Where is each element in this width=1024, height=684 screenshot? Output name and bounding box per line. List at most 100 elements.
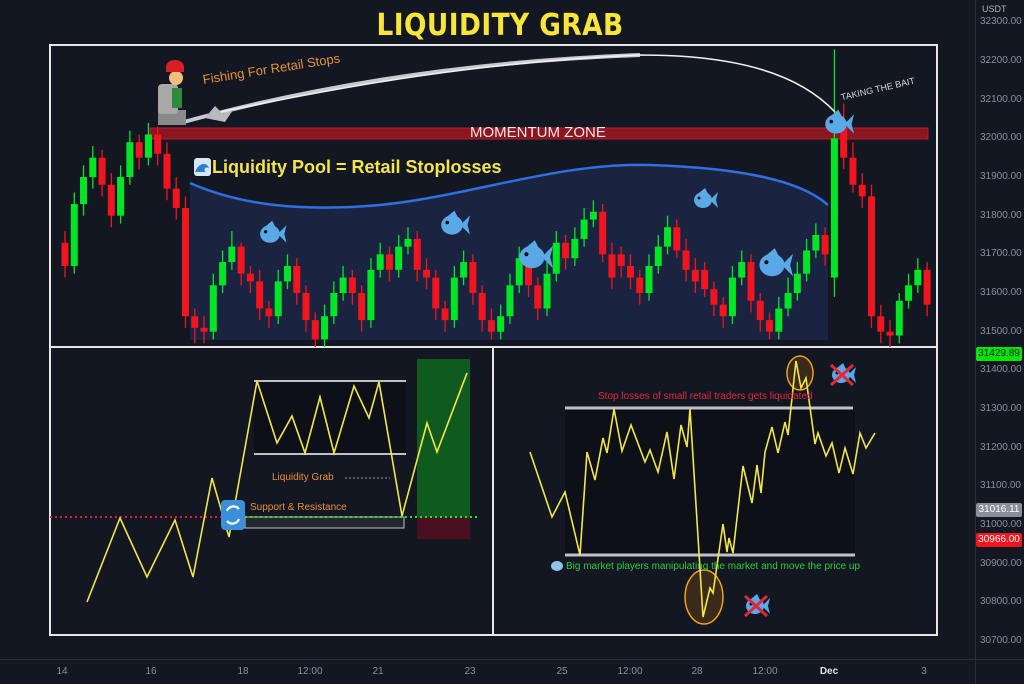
price-tick-label: 30900.00 <box>980 557 1022 569</box>
candle <box>784 277 792 317</box>
fish-icon <box>260 220 287 243</box>
candle-body <box>543 273 551 309</box>
crossed-fish-icon <box>743 594 770 618</box>
candle <box>144 122 152 166</box>
candle-body <box>682 250 690 270</box>
candle-body <box>209 285 217 332</box>
candle <box>293 258 301 305</box>
candle-body <box>293 265 301 294</box>
candle <box>209 273 217 340</box>
candle <box>339 265 347 301</box>
candle <box>321 304 329 348</box>
price-tick-label: 31500.00 <box>980 325 1022 337</box>
candle-body <box>673 227 681 251</box>
candle-body <box>766 320 774 332</box>
candle <box>515 246 523 294</box>
candle <box>654 235 662 274</box>
candle-body <box>126 142 134 178</box>
candle-body <box>283 265 291 282</box>
candle <box>812 223 820 259</box>
candle <box>719 296 727 328</box>
candle-body <box>599 211 607 255</box>
candle <box>423 258 431 290</box>
price-badge: 30966.00 <box>976 533 1022 548</box>
candle <box>395 235 403 278</box>
candle-body <box>265 308 273 317</box>
candle-body <box>728 277 736 317</box>
candle <box>330 281 338 324</box>
candle-body <box>914 269 922 286</box>
candle <box>617 246 625 278</box>
liquidity-pool-label: Liquidity Pool = Retail Stoplosses <box>212 157 502 177</box>
candle <box>376 242 384 278</box>
candle-body <box>738 262 746 278</box>
candle <box>552 231 560 282</box>
time-tick-label: 12:00 <box>617 666 643 677</box>
candle <box>61 231 69 278</box>
candle <box>246 265 254 294</box>
candle <box>107 173 115 228</box>
candle-body <box>441 308 449 321</box>
candle-body <box>70 204 78 266</box>
candle-body <box>877 316 885 332</box>
candle <box>766 312 774 340</box>
candle-body <box>803 250 811 274</box>
candle-body <box>191 316 199 328</box>
candle <box>191 308 199 344</box>
candle-body <box>135 142 143 158</box>
candle <box>478 285 486 332</box>
candle <box>126 130 134 185</box>
candle-body <box>571 238 579 259</box>
time-tick-label: 28 <box>691 666 703 677</box>
target-zone <box>417 359 470 517</box>
fish-icon <box>759 248 793 277</box>
candle-body <box>608 254 616 278</box>
candle <box>228 231 236 270</box>
candle-body <box>719 304 727 317</box>
candle-body <box>626 265 634 278</box>
candle-body <box>821 235 829 255</box>
stop-losses-label: Stop losses of small retail traders gets… <box>598 391 813 402</box>
candle <box>413 231 421 282</box>
candle <box>460 250 468 286</box>
candle-body <box>367 269 375 321</box>
candle-body <box>339 277 347 294</box>
liquidity-pool-area <box>190 164 828 340</box>
candle <box>664 215 672 255</box>
candle <box>608 242 616 290</box>
candle <box>682 238 690 282</box>
candle-body <box>200 327 208 332</box>
candle <box>200 316 208 344</box>
candle <box>117 165 125 224</box>
price-axis-divider <box>975 0 976 684</box>
candle <box>385 246 393 282</box>
candle-body <box>867 196 875 317</box>
candle-body <box>228 246 236 263</box>
whale-icon <box>551 561 563 571</box>
support-resistance-label: Support & Resistance <box>250 502 347 513</box>
candle <box>182 196 190 328</box>
candle <box>562 235 570 270</box>
zigzag-right <box>529 360 876 618</box>
candle <box>302 285 310 332</box>
candle <box>348 269 356 305</box>
candle-body <box>515 258 523 286</box>
candle-body <box>923 269 931 305</box>
candle <box>469 254 477 305</box>
candle <box>571 227 579 266</box>
price-tick-label: 31400.00 <box>980 364 1022 376</box>
candle <box>775 296 783 340</box>
candle-body <box>710 289 718 305</box>
time-tick-label: 25 <box>556 666 568 677</box>
candle <box>747 254 755 313</box>
candle-body <box>664 227 672 247</box>
candle <box>738 250 746 286</box>
candle-body <box>385 254 393 270</box>
candle <box>645 254 653 301</box>
candle <box>274 269 282 324</box>
candle <box>710 281 718 317</box>
price-tick-label: 31900.00 <box>980 171 1022 182</box>
time-tick-label: Dec <box>819 666 839 677</box>
range-box-right <box>565 408 855 555</box>
